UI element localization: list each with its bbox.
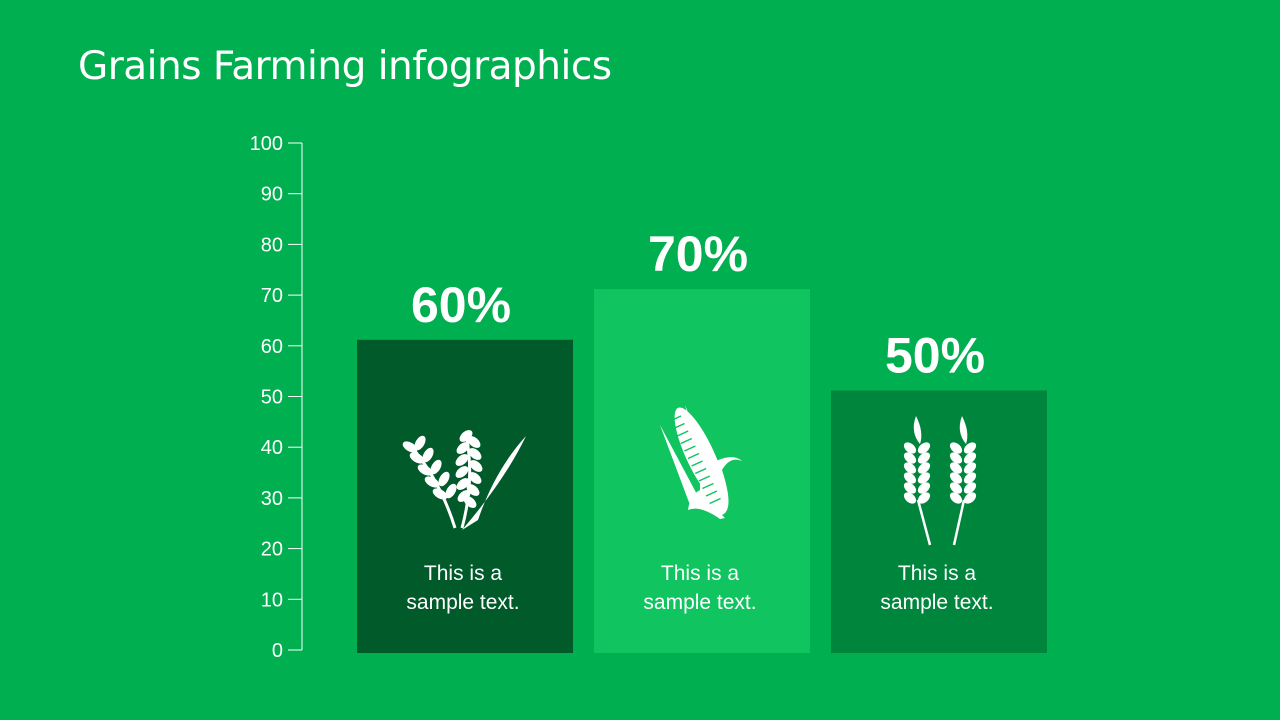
y-tick-label: 90 [261,184,283,206]
page-title: Grains Farming infographics [78,44,612,89]
bar-caption: sample text. [643,591,756,614]
bar-caption: sample text. [880,591,993,614]
y-tick-label: 70 [261,285,283,307]
rice-wheat-stalks-icon [402,430,526,530]
bar-caption: sample text. [406,591,519,614]
y-tick-label: 60 [261,336,283,358]
bar-wheat [831,390,1047,653]
data-label: 70% [648,226,748,282]
bar-caption: This is a [661,562,740,585]
y-tick-label: 80 [261,234,283,256]
y-tick-label: 30 [261,488,283,510]
y-tick-label: 10 [261,589,283,611]
wheat-ears-icon [903,416,977,546]
bar-caption: This is a [898,562,977,585]
y-tick-label: 0 [272,640,283,662]
data-label: 60% [411,277,511,333]
y-tick-label: 50 [261,387,283,409]
y-tick-label: 100 [250,133,283,155]
data-label: 50% [885,328,985,384]
y-tick-label: 20 [261,539,283,561]
bar-caption: This is a [424,562,503,585]
corn-cob-icon [660,405,742,519]
y-tick-label: 40 [261,437,283,459]
